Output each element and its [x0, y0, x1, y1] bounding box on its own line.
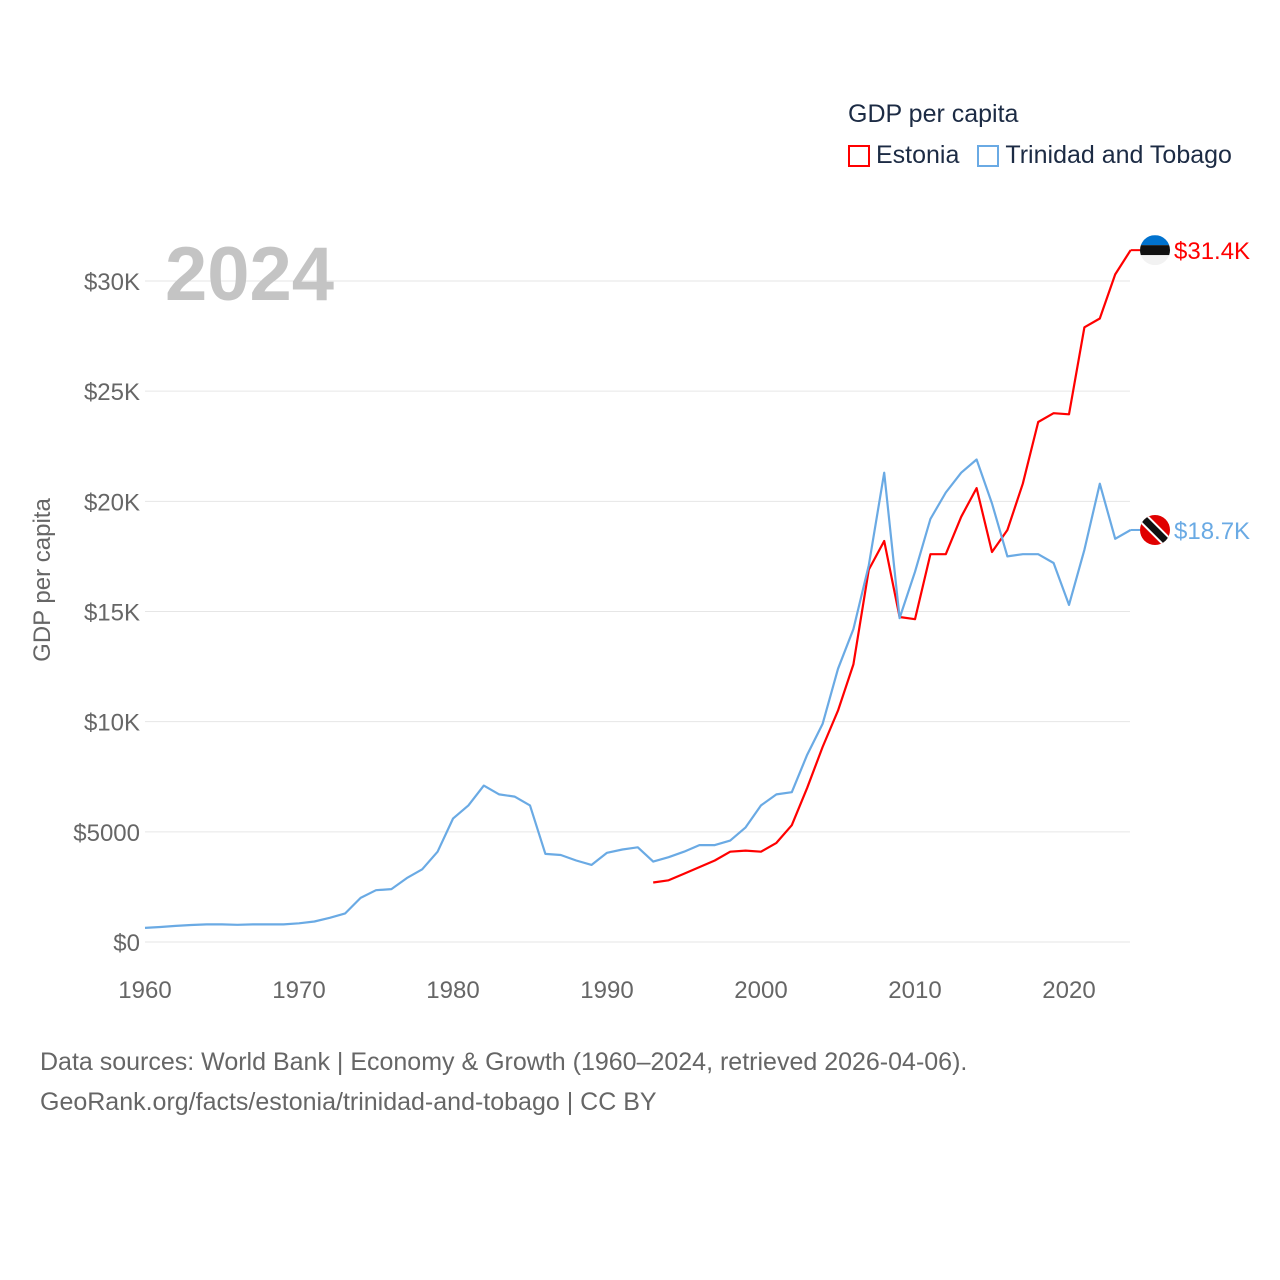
end-value-label: $31.4K — [1174, 238, 1250, 265]
y-tick-label: $10K — [84, 710, 140, 737]
legend-swatch-estonia — [848, 144, 870, 167]
series-line-trinidad-and-tobago — [144, 458, 1132, 929]
y-tick-label: $30K — [84, 269, 140, 296]
flag-stripe — [1140, 235, 1170, 246]
end-value-label: $18.7K — [1174, 518, 1250, 545]
estonia-flag-icon — [1140, 235, 1170, 266]
x-tick-label: 1980 — [426, 977, 479, 1004]
end-labels: $31.4K $18.7K — [1130, 235, 1250, 545]
x-tick-label: 2020 — [1042, 977, 1095, 1004]
legend: GDP per capita Estonia Trinidad and Toba… — [848, 100, 1232, 170]
flag-stripe — [1140, 245, 1170, 256]
y-tick-label: $25K — [84, 379, 140, 406]
flag-stripe — [1140, 255, 1170, 266]
x-tick-label: 2000 — [734, 977, 787, 1004]
y-tick-label: $5000 — [73, 820, 140, 847]
legend-item-estonia[interactable]: Estonia — [848, 141, 959, 170]
year-watermark: 2024 — [165, 232, 334, 317]
footer: Data sources: World Bank | Economy & Gro… — [40, 1042, 967, 1122]
axis-ticks: $0 $5000 $10K $15K $20K $25K $30K 1960 1970 1980 1… — [73, 269, 1095, 1004]
legend-label: Estonia — [876, 141, 960, 169]
x-tick-label: 2010 — [888, 977, 941, 1004]
source-line: Data sources: World Bank | Economy & Gro… — [40, 1048, 968, 1076]
legend-item-trinidad-and-tobago[interactable]: Trinidad and Tobago — [977, 141, 1232, 170]
y-axis-label: GDP per capita — [29, 498, 56, 662]
x-tick-label: 1960 — [118, 977, 171, 1004]
trinidad-and-tobago-flag-icon — [1140, 514, 1170, 545]
series-lines — [144, 249, 1132, 929]
legend-title: GDP per capita — [848, 100, 1019, 128]
x-tick-label: 1970 — [272, 977, 325, 1004]
x-tick-label: 1990 — [580, 977, 633, 1004]
legend-label: Trinidad and Tobago — [1005, 141, 1232, 169]
y-tick-label: $0 — [113, 930, 140, 957]
gridlines — [145, 280, 1130, 943]
series-line-estonia — [653, 249, 1132, 884]
legend-swatch-trinidad — [977, 144, 1000, 167]
y-tick-label: $20K — [84, 489, 140, 516]
attribution-link[interactable]: GeoRank.org/facts/estonia/trinidad-and-t… — [40, 1088, 657, 1116]
y-tick-label: $15K — [84, 600, 140, 627]
flag-band — [1140, 514, 1170, 545]
